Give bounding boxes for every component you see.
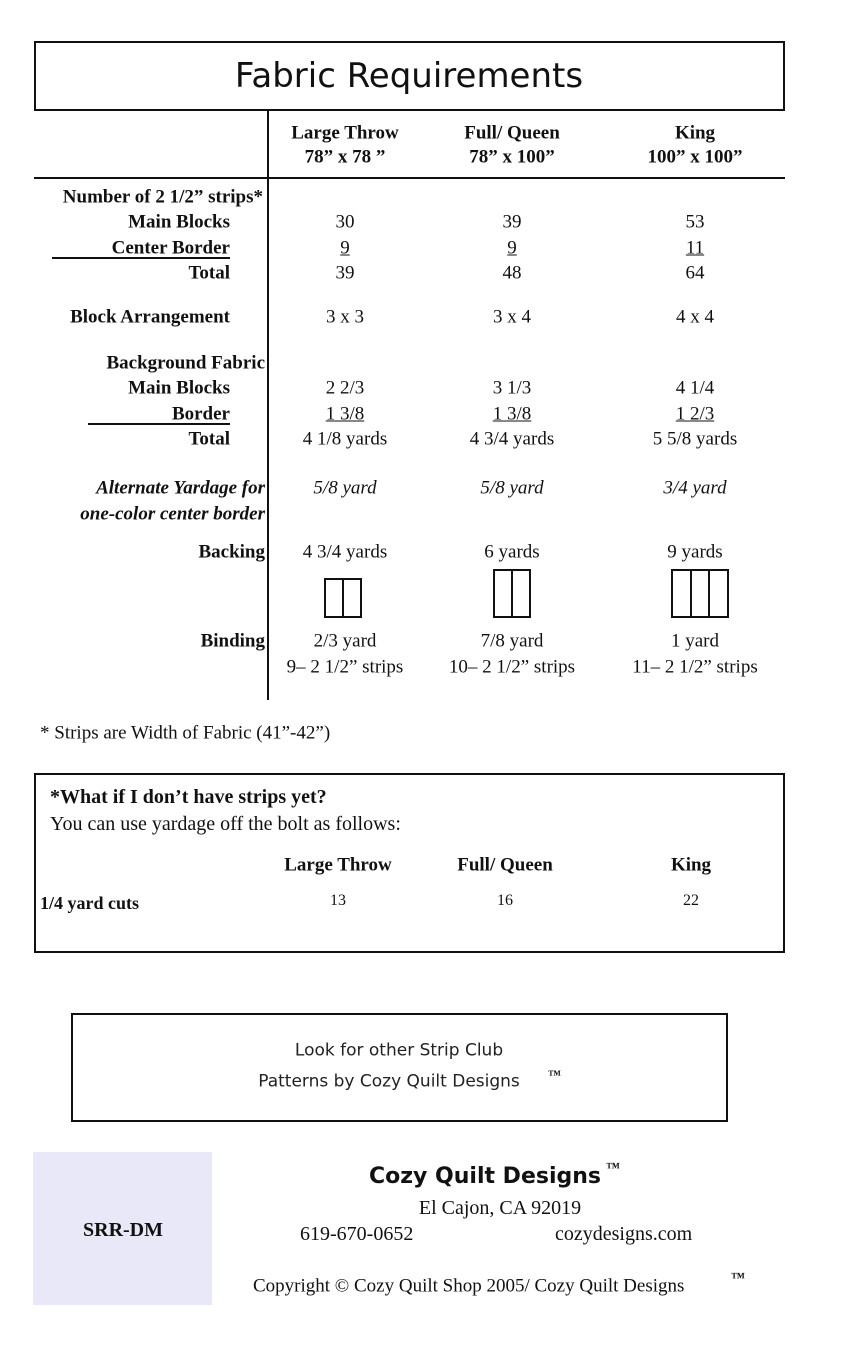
cell: 3 x 4 [493, 306, 531, 328]
cell: 30 [335, 211, 355, 233]
row-label: Binding [200, 630, 265, 652]
page-title: Fabric Requirements [234, 56, 584, 96]
cell: 64 [685, 262, 705, 284]
row-label: Alternate Yardage for [96, 477, 265, 499]
cell: 9 [340, 237, 350, 259]
cell: 16 [497, 892, 513, 909]
cell: 4 3/4 yards [302, 541, 388, 563]
trademark: ™ [731, 1271, 745, 1286]
code-panel [33, 1152, 212, 1305]
cell: 53 [685, 211, 705, 233]
cell: 5/8 yard [480, 477, 544, 499]
cell: 3/4 yard [663, 477, 727, 499]
col-header-size: 100” x 100” [647, 146, 743, 168]
footnote: * Strips are Width of Fabric (41”-42”) [40, 722, 331, 744]
row-label: one-color center border [80, 503, 265, 525]
promo-line2: Patterns by Cozy Quilt Designs [258, 1071, 520, 1092]
cell: 4 x 4 [676, 306, 714, 328]
cell: 11 [685, 237, 705, 259]
cell: 4 3/4 yards [469, 428, 555, 450]
col-header-name: Large Throw [284, 854, 392, 876]
cell: 5 5/8 yards [652, 428, 738, 450]
cell: 2 2/3 [325, 377, 365, 399]
row-label: Center Border [111, 237, 230, 259]
company-name: Cozy Quilt Designs [368, 1164, 602, 1189]
website: cozydesigns.com [555, 1223, 693, 1245]
cell: 1 2/3 [675, 403, 715, 425]
city: El Cajon, CA 92019 [418, 1197, 582, 1219]
cell: 3 x 3 [326, 306, 364, 328]
underline [88, 423, 230, 425]
cell: 3 1/3 [492, 377, 532, 399]
no-strips-box [34, 773, 785, 953]
cell: 9– 2 1/2” strips [286, 656, 404, 678]
col-header-name: King [674, 122, 716, 144]
col-header-name: Large Throw [291, 122, 399, 144]
pattern-code: SRR-DM [83, 1219, 163, 1241]
phone: 619-670-0652 [300, 1223, 414, 1245]
row-label: Block Arrangement [70, 306, 230, 328]
cell: 5/8 yard [313, 477, 377, 499]
copyright: Copyright © Cozy Quilt Shop 2005/ Cozy Q… [253, 1275, 685, 1297]
cell: 2/3 yard [313, 630, 377, 652]
row-label: Total [188, 262, 230, 284]
cell: 11– 2 1/2” strips [632, 656, 758, 678]
row-label: Total [188, 428, 230, 450]
col-header-name: Full/ Queen [457, 854, 553, 876]
cell: 1 3/8 [325, 403, 365, 425]
row-label: Number of 2 1/2” strips* [62, 186, 263, 208]
cell: 9 yards [667, 541, 723, 563]
no-strips-question: *What if I don’t have strips yet? [50, 786, 327, 808]
cell: 39 [335, 262, 355, 284]
cell: 4 1/8 yards [302, 428, 388, 450]
row-label: Border [171, 403, 230, 425]
row-label: Backing [198, 541, 265, 563]
cell: 1 yard [670, 630, 720, 652]
col-header-name: King [670, 854, 712, 876]
trademark: ™ [548, 1067, 561, 1082]
row-label: 1/4 yard cuts [40, 893, 139, 913]
title-box [34, 41, 785, 111]
cell: 13 [330, 892, 346, 909]
cell: 6 yards [484, 541, 540, 563]
no-strips-intro: You can use yardage off the bolt as foll… [50, 813, 401, 835]
trademark: ™ [606, 1161, 620, 1176]
column-divider [267, 110, 269, 700]
cell: 10– 2 1/2” strips [448, 656, 576, 678]
cell: 4 1/4 [675, 377, 715, 399]
row-label: Main Blocks [128, 377, 230, 399]
row-label: Main Blocks [128, 211, 230, 233]
col-header-size: 78” x 78 ” [304, 146, 386, 168]
cell: 7/8 yard [480, 630, 544, 652]
col-header-size: 78” x 100” [469, 146, 555, 168]
header-divider [34, 177, 785, 179]
col-header-name: Full/ Queen [464, 122, 560, 144]
cell: 9 [507, 237, 517, 259]
promo-line1: Look for other Strip Club [294, 1040, 504, 1061]
underline [52, 257, 230, 259]
cell: 22 [683, 892, 699, 909]
row-label: Background Fabric [106, 352, 265, 374]
cell: 48 [502, 262, 522, 284]
cell: 1 3/8 [492, 403, 532, 425]
promo-box [71, 1013, 728, 1122]
cell: 39 [502, 211, 522, 233]
